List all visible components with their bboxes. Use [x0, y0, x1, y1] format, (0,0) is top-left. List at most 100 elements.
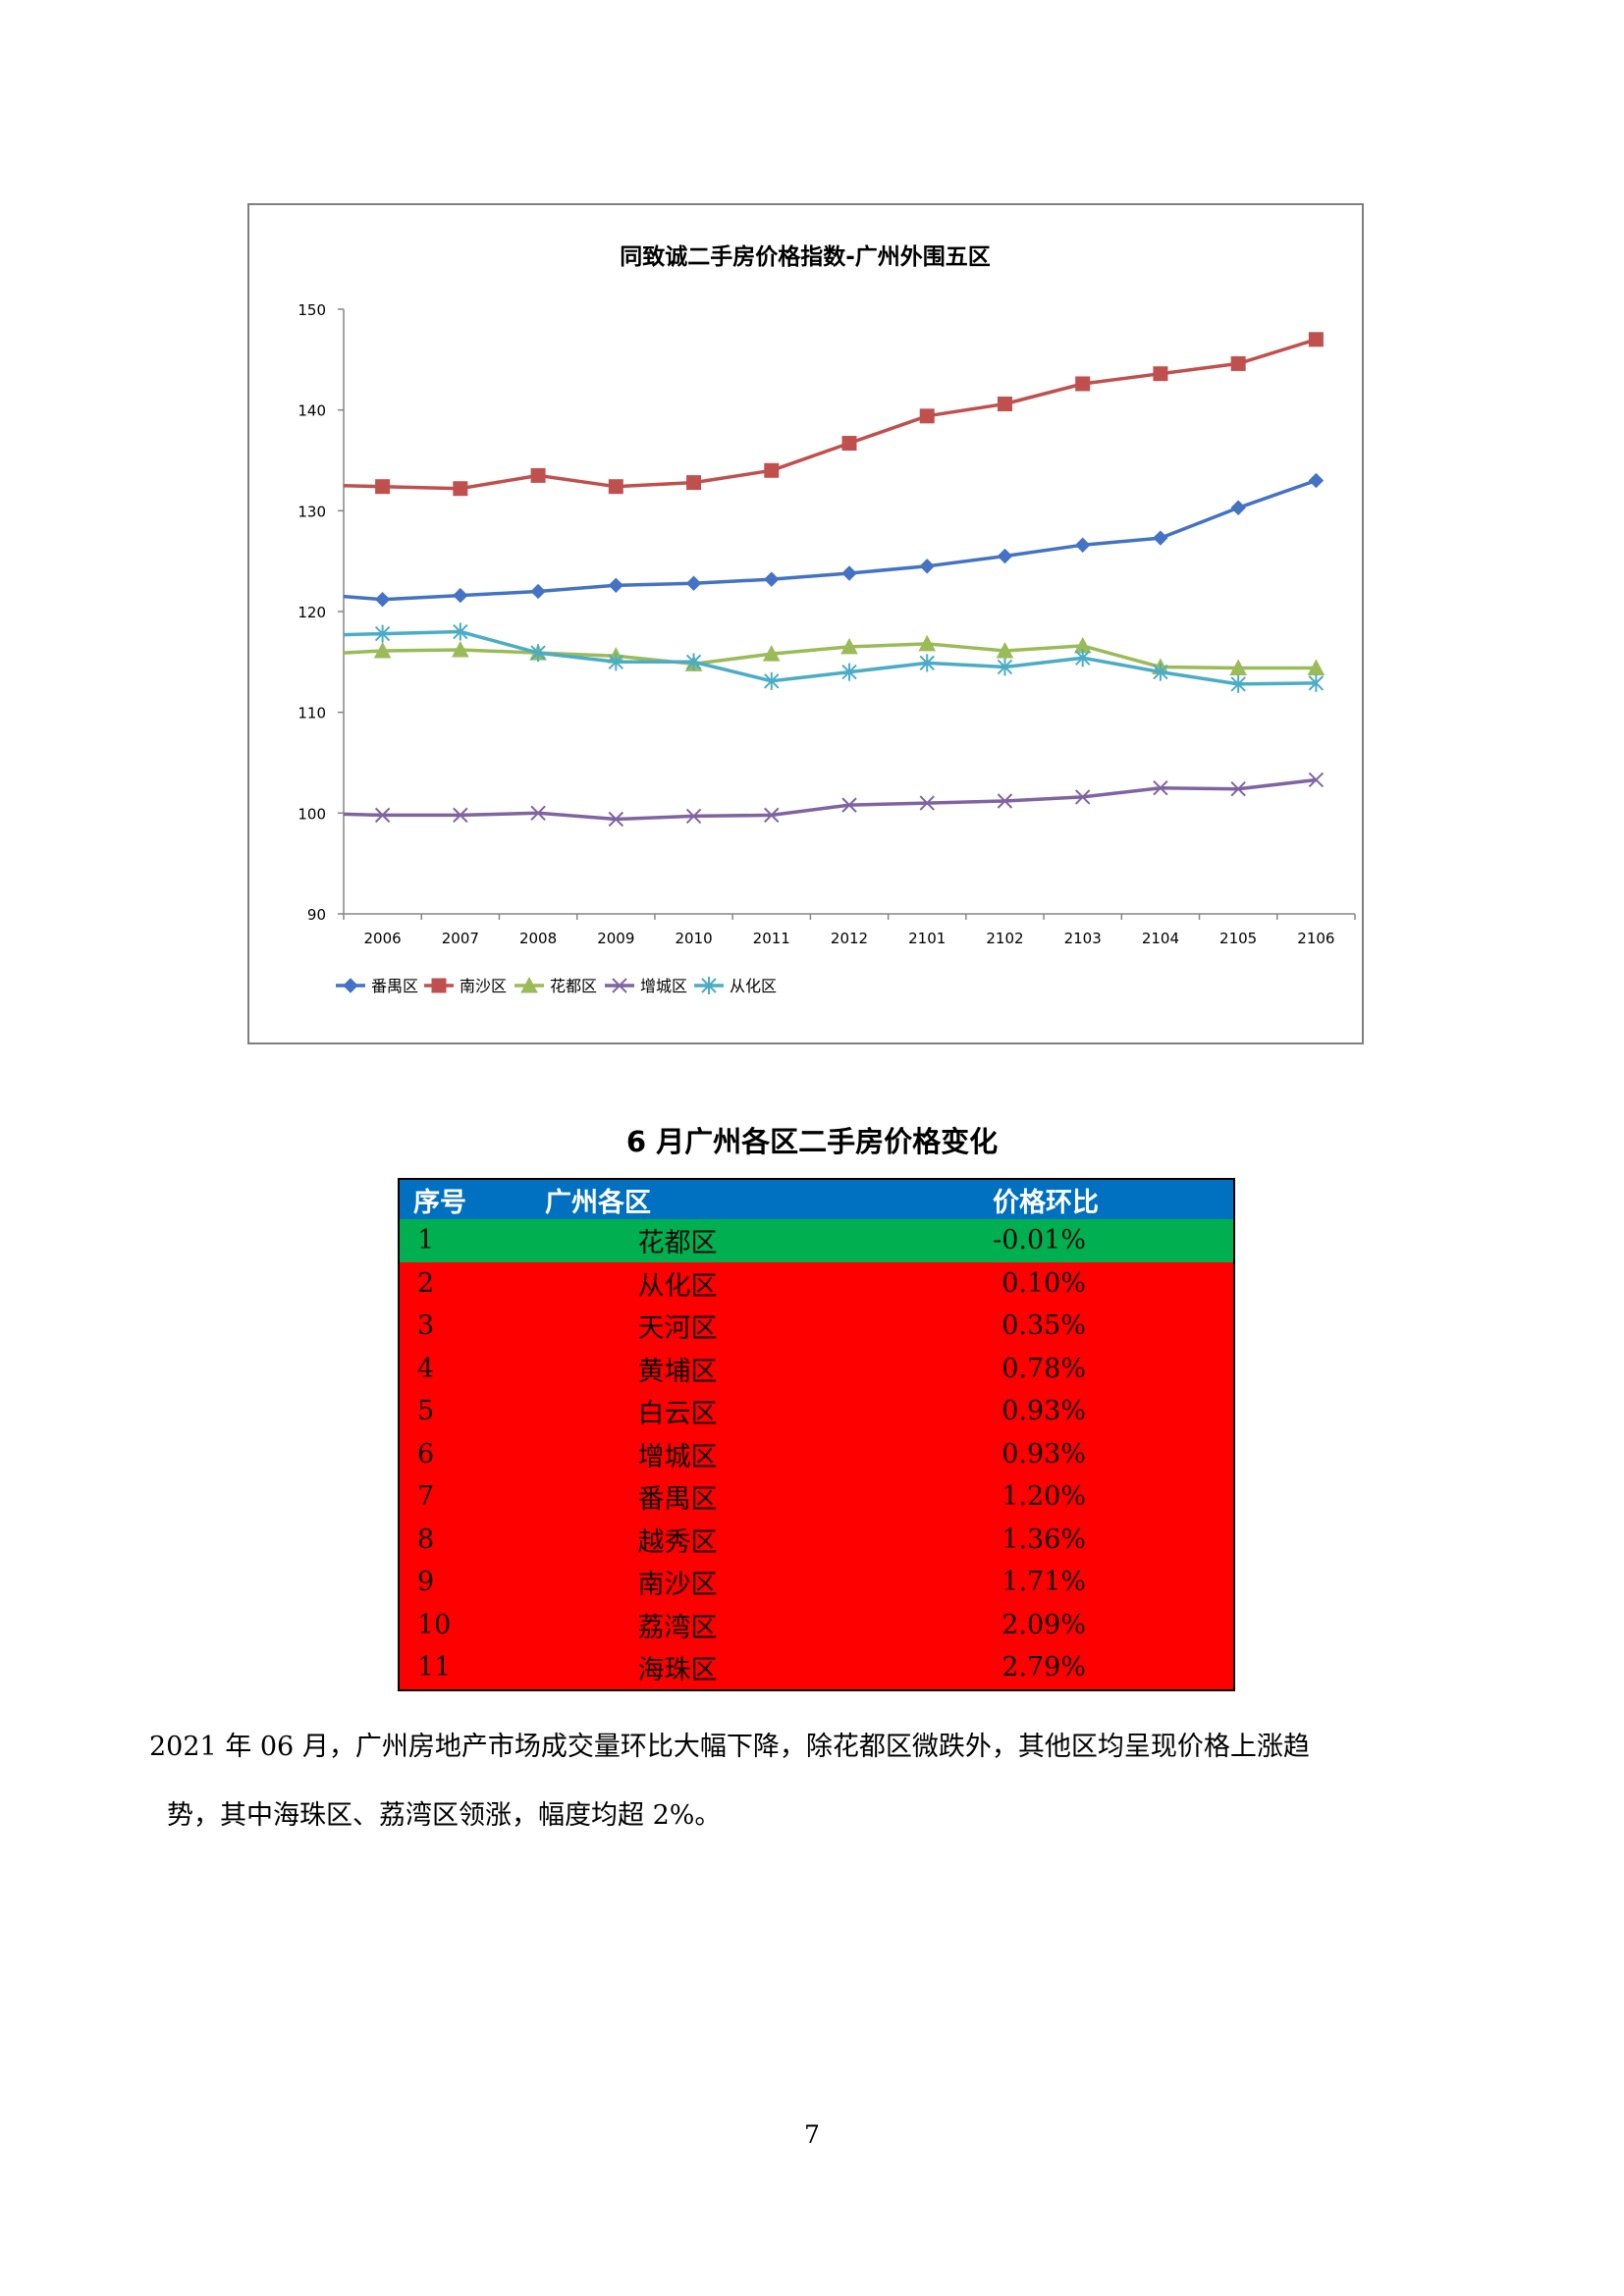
data-point	[1074, 649, 1091, 667]
data-point	[530, 467, 546, 483]
chart-container: 同致诚二手房价格指数-广州外围五区 90 100 110 120 130 140 150 20…	[247, 203, 1364, 1044]
row-change: 0.78%	[810, 1347, 1234, 1390]
data-point	[919, 408, 935, 424]
data-point	[608, 811, 624, 828]
table-row: 1 花都区 -0.01%	[399, 1219, 1234, 1262]
data-point	[685, 653, 702, 671]
x-tick-label: 2105	[1219, 930, 1257, 947]
row-number: 5	[399, 1390, 545, 1433]
y-tick-label: 120	[298, 604, 326, 621]
x-tick-label: 2102	[986, 930, 1023, 947]
paragraph-line-1: 2021 年 06 月，广州房地产市场成交量环比大幅下降，除花都区微跌外，其他区…	[149, 1732, 1310, 1762]
row-district: 番禺区	[545, 1475, 810, 1519]
row-district: 南沙区	[545, 1561, 810, 1604]
data-point	[375, 479, 391, 495]
row-district: 越秀区	[545, 1518, 810, 1561]
x-tick-label: 2012	[831, 930, 868, 947]
page-number: 7	[804, 2120, 820, 2149]
paragraph-line-2: 势，其中海珠区、荔湾区领涨，幅度均超 2%。	[167, 1800, 722, 1831]
header-district: 广州各区	[545, 1179, 810, 1219]
row-district: 增城区	[545, 1432, 810, 1475]
data-point	[764, 462, 780, 478]
legend-label: 花都区	[550, 977, 597, 995]
data-point	[997, 658, 1013, 676]
table-row: 7 番禺区 1.20%	[399, 1475, 1234, 1519]
data-point	[608, 479, 623, 495]
data-point	[1153, 530, 1168, 546]
data-point	[608, 653, 624, 671]
table-row: 2 从化区 0.10%	[399, 1261, 1234, 1305]
data-point	[997, 397, 1012, 412]
data-point	[530, 583, 546, 600]
row-change: 0.10%	[810, 1261, 1234, 1305]
data-point	[764, 571, 780, 587]
series-line-5	[343, 629, 1317, 686]
data-point	[1230, 355, 1246, 371]
x-tick-label: 2009	[597, 930, 634, 947]
data-point	[530, 805, 546, 822]
data-point	[918, 634, 937, 652]
data-point	[764, 807, 780, 824]
legend-label: 番禺区	[371, 977, 418, 995]
x-tick-label: 2011	[753, 930, 790, 947]
price-change-table: 序号 广州各区 价格环比 1 花都区 -0.01% 2 从化区 0.10% 3 天河区 0.35…	[398, 1178, 1235, 1691]
data-point	[1308, 772, 1325, 788]
data-point	[452, 640, 469, 658]
data-point	[1075, 376, 1091, 392]
data-point	[919, 795, 935, 811]
table-row: 3 天河区 0.35%	[399, 1305, 1234, 1348]
table-row: 9 南沙区 1.71%	[399, 1561, 1234, 1604]
row-district: 海珠区	[545, 1646, 810, 1690]
data-point	[840, 637, 858, 655]
data-point	[374, 807, 391, 824]
x-tick-label: 2101	[908, 930, 946, 947]
table-row: 11 海珠区 2.79%	[399, 1646, 1234, 1690]
series-line-4	[343, 777, 1317, 822]
line-chart: 同致诚二手房价格指数-广州外围五区 90 100 110 120 130 140 150 20…	[298, 243, 1356, 995]
legend-label: 从化区	[730, 977, 777, 995]
row-number: 7	[399, 1475, 545, 1519]
data-point	[453, 481, 468, 497]
data-point	[996, 641, 1014, 659]
row-change: 0.35%	[810, 1305, 1234, 1348]
legend-marker	[520, 976, 538, 993]
legend-marker	[612, 978, 627, 993]
summary-paragraph: 2021 年 06 月，广州房地产市场成交量环比大幅下降，除花都区微跌外，其他区…	[149, 1713, 1386, 1850]
y-tick-label: 150	[298, 301, 326, 319]
row-number: 6	[399, 1432, 545, 1475]
data-point	[1230, 674, 1246, 693]
x-tick-label: 2010	[675, 930, 712, 947]
row-number: 10	[399, 1603, 545, 1646]
row-number: 1	[399, 1219, 545, 1262]
data-point	[1308, 673, 1325, 692]
data-point	[841, 565, 857, 581]
x-tick-label: 2008	[519, 930, 557, 947]
data-point	[685, 808, 702, 825]
data-point	[453, 587, 468, 604]
header-no: 序号	[399, 1179, 545, 1219]
row-change: 1.20%	[810, 1475, 1234, 1519]
data-point	[1153, 663, 1168, 681]
table-header-row: 序号 广州各区 价格环比	[399, 1179, 1234, 1219]
data-point	[1230, 500, 1246, 515]
data-point	[841, 797, 857, 813]
legend-marker	[431, 978, 447, 993]
y-tick-label: 110	[298, 705, 326, 722]
y-tick-label: 140	[298, 402, 326, 420]
data-point	[997, 548, 1013, 564]
data-point	[1308, 332, 1324, 347]
data-point	[841, 663, 857, 681]
data-point	[686, 475, 702, 491]
row-change: 0.93%	[810, 1432, 1234, 1475]
data-point	[374, 624, 391, 643]
row-district: 从化区	[545, 1261, 810, 1305]
data-point	[1153, 366, 1168, 382]
row-district: 天河区	[545, 1305, 810, 1348]
table-row: 4 黄埔区 0.78%	[399, 1347, 1234, 1390]
data-point	[453, 807, 468, 824]
x-tick-label: 2006	[364, 930, 402, 947]
row-district: 黄埔区	[545, 1347, 810, 1390]
data-point	[1153, 779, 1168, 796]
data-point	[1308, 472, 1325, 489]
data-point	[608, 577, 624, 594]
